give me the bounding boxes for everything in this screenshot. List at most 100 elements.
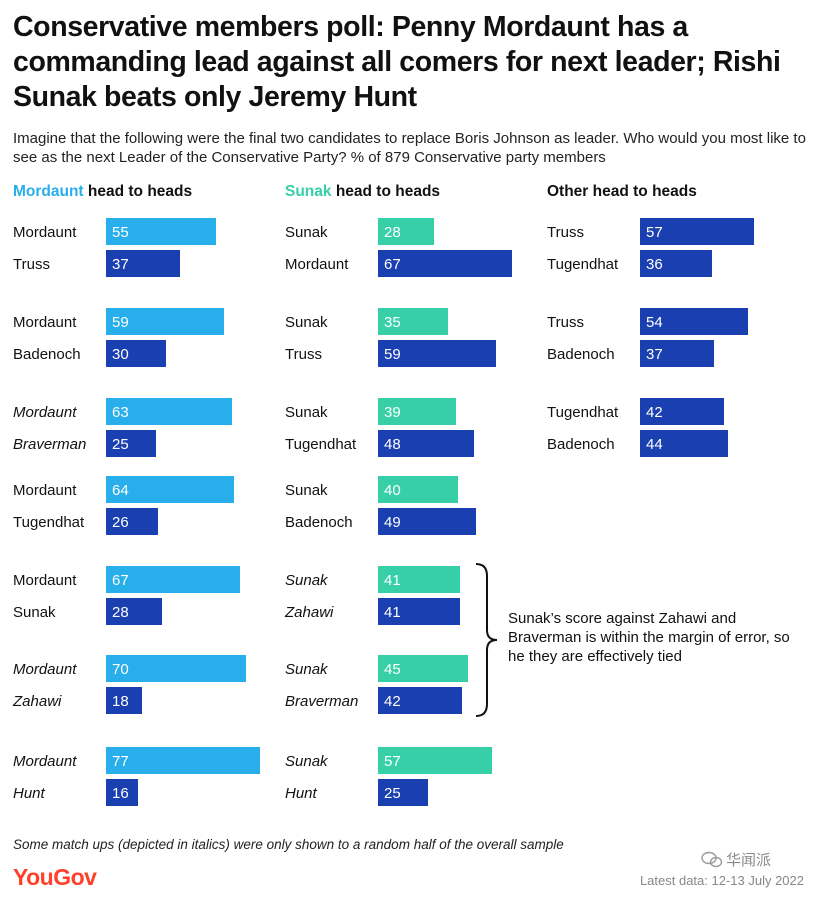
candidate-label: Sunak bbox=[285, 661, 329, 678]
bar-value-label: 59 bbox=[384, 346, 401, 363]
yougov-logo: YouGov bbox=[13, 864, 97, 890]
bar-value-label: 39 bbox=[384, 404, 401, 421]
bar-value-label: 49 bbox=[384, 514, 401, 531]
bar-value-label: 35 bbox=[384, 314, 401, 331]
bar-value-label: 45 bbox=[384, 661, 401, 678]
candidate-label: Mordaunt bbox=[285, 256, 349, 273]
bar bbox=[106, 430, 156, 457]
bar-value-label: 77 bbox=[112, 753, 129, 770]
bar bbox=[378, 655, 468, 682]
bar-value-label: 54 bbox=[646, 314, 663, 331]
bar bbox=[378, 598, 460, 625]
bar-value-label: 30 bbox=[112, 346, 129, 363]
candidate-label: Sunak bbox=[285, 404, 328, 421]
bar bbox=[640, 250, 712, 277]
candidate-label: Mordaunt bbox=[13, 404, 77, 421]
bar bbox=[640, 398, 724, 425]
candidate-label: Sunak bbox=[285, 753, 329, 770]
bar-value-label: 64 bbox=[112, 482, 129, 499]
bar bbox=[378, 340, 496, 367]
bar bbox=[378, 308, 448, 335]
candidate-label: Zahawi bbox=[12, 693, 62, 710]
candidate-label: Mordaunt bbox=[13, 224, 77, 241]
candidate-label: Tugendhat bbox=[285, 436, 357, 453]
bar-value-label: 55 bbox=[112, 224, 129, 241]
bar-value-label: 42 bbox=[646, 404, 663, 421]
bar-value-label: 67 bbox=[384, 256, 401, 273]
bar-value-label: 40 bbox=[384, 482, 401, 499]
bar-value-label: 25 bbox=[112, 436, 129, 453]
margin-of-error-annotation: Sunak’s score against Zahawi and Braverm… bbox=[508, 610, 790, 665]
annotation-bracket bbox=[475, 563, 498, 717]
bar bbox=[378, 430, 474, 457]
bar-value-label: 48 bbox=[384, 436, 401, 453]
candidate-label: Sunak bbox=[285, 572, 329, 589]
bar bbox=[640, 340, 714, 367]
bar-value-label: 57 bbox=[646, 224, 663, 241]
chart-title: Conservative members poll: Penny Mordaun… bbox=[13, 11, 781, 113]
bar-value-label: 67 bbox=[112, 572, 129, 589]
candidate-label: Sunak bbox=[285, 482, 328, 499]
bar bbox=[640, 308, 748, 335]
candidate-label: Truss bbox=[285, 346, 322, 363]
bar bbox=[106, 250, 180, 277]
column-header-rest: head to heads bbox=[331, 183, 441, 200]
bar-value-label: 25 bbox=[384, 785, 401, 802]
candidate-label: Badenoch bbox=[547, 346, 615, 363]
candidate-label: Mordaunt bbox=[13, 482, 77, 499]
candidate-label: Tugendhat bbox=[547, 256, 619, 273]
candidate-label: Braverman bbox=[285, 693, 358, 710]
bar bbox=[106, 308, 224, 335]
bar bbox=[106, 508, 158, 535]
candidate-label: Braverman bbox=[13, 436, 86, 453]
bar-value-label: 36 bbox=[646, 256, 663, 273]
bar-value-label: 59 bbox=[112, 314, 129, 331]
bar bbox=[378, 747, 492, 774]
candidate-label: Tugendhat bbox=[547, 404, 619, 421]
bar-value-label: 18 bbox=[112, 693, 129, 710]
candidate-label: Badenoch bbox=[547, 436, 615, 453]
bar bbox=[106, 598, 162, 625]
candidate-label: Mordaunt bbox=[13, 661, 77, 678]
candidate-label: Mordaunt bbox=[13, 753, 77, 770]
bar bbox=[640, 218, 754, 245]
bar bbox=[106, 687, 142, 714]
bar-value-label: 44 bbox=[646, 436, 663, 453]
bar bbox=[106, 747, 260, 774]
footnote: Some match ups (depicted in italics) wer… bbox=[13, 837, 564, 852]
bar-value-label: 42 bbox=[384, 693, 401, 710]
bar bbox=[106, 340, 166, 367]
bar-value-label: 57 bbox=[384, 753, 401, 770]
candidate-label: Tugendhat bbox=[13, 514, 85, 531]
bar-value-label: 26 bbox=[112, 514, 129, 531]
bar bbox=[106, 218, 216, 245]
bar-value-label: 28 bbox=[112, 604, 129, 621]
chart-subtitle: Imagine that the following were the fina… bbox=[13, 130, 806, 166]
bar bbox=[378, 476, 458, 503]
wechat-watermark: 华闻派 bbox=[701, 851, 771, 869]
bar bbox=[106, 476, 234, 503]
bar-value-label: 41 bbox=[384, 572, 401, 589]
column-header-mordaunt: Mordaunt head to heads bbox=[13, 183, 192, 201]
candidate-label: Truss bbox=[13, 256, 50, 273]
candidate-label: Hunt bbox=[13, 785, 46, 802]
bar-value-label: 70 bbox=[112, 661, 129, 678]
candidate-label: Sunak bbox=[285, 314, 328, 331]
candidate-label: Sunak bbox=[13, 604, 56, 621]
candidate-label: Badenoch bbox=[13, 346, 81, 363]
column-header-highlight: Sunak bbox=[285, 183, 332, 200]
bar bbox=[378, 398, 456, 425]
bar bbox=[106, 398, 232, 425]
bar bbox=[378, 250, 512, 277]
column-header-rest: head to heads bbox=[83, 183, 193, 200]
bar-value-label: 63 bbox=[112, 404, 129, 421]
bar bbox=[378, 566, 460, 593]
wechat-icon bbox=[701, 851, 723, 868]
latest-data-label: Latest data: 12-13 July 2022 bbox=[639, 873, 804, 888]
bar bbox=[106, 655, 246, 682]
bar-value-label: 16 bbox=[112, 785, 129, 802]
bar bbox=[640, 430, 728, 457]
candidate-label: Truss bbox=[547, 314, 584, 331]
candidate-label: Zahawi bbox=[284, 604, 334, 621]
bar bbox=[378, 218, 434, 245]
